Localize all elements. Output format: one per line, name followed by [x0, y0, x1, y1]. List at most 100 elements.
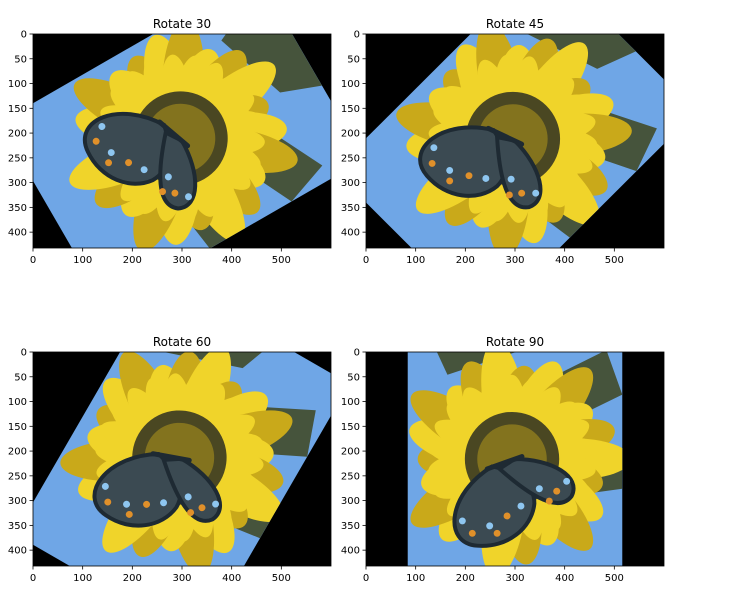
wing-spot [430, 144, 438, 152]
wing-spot [125, 510, 133, 518]
wing-spot [101, 482, 109, 490]
x-tick-label: 500 [272, 255, 291, 266]
x-tick-label: 500 [272, 573, 291, 584]
y-tick-label: 0 [354, 348, 360, 359]
y-tick-label: 300 [8, 178, 27, 189]
x-tick-label: 300 [505, 255, 524, 266]
x-tick-label: 100 [73, 573, 92, 584]
wing-spot [92, 137, 100, 145]
wing-spot [468, 529, 476, 537]
y-tick-label: 50 [347, 54, 360, 65]
y-tick-label: 250 [8, 471, 27, 482]
wing-spot [107, 149, 115, 157]
y-tick-label: 50 [14, 54, 27, 65]
rotated-image [366, 34, 664, 248]
y-tick-label: 250 [341, 153, 360, 164]
rotated-image [33, 352, 331, 566]
butterfly [418, 125, 543, 210]
wing-spot [212, 500, 220, 508]
butterfly-wing [494, 134, 543, 210]
y-tick-label: 50 [14, 372, 27, 383]
y-tick-label: 150 [341, 422, 360, 433]
x-tick-label: 100 [73, 255, 92, 266]
subplot-3: Rotate 60 0 50 100 150 200 250 300 350 400 0 100 200… [8, 335, 332, 584]
x-tick-label: 400 [222, 255, 241, 266]
x-tick-label: 0 [363, 255, 369, 266]
y-tick-label: 0 [21, 30, 27, 41]
subplot-1: Rotate 30 0 50 100 150 200 250 300 350 400 0 100 200… [8, 17, 332, 266]
wing-spot [518, 189, 526, 197]
wing-spot [171, 189, 179, 197]
wing-spot [458, 517, 466, 525]
wing-spot [184, 493, 192, 501]
wing-spot [428, 159, 436, 167]
y-tick-label: 350 [8, 521, 27, 532]
wing-spot [563, 477, 571, 485]
rotated-image [407, 352, 623, 566]
y-tick-label: 400 [341, 228, 360, 239]
wing-spot [160, 499, 168, 507]
y-tick-label: 300 [341, 178, 360, 189]
wing-spot [123, 500, 131, 508]
butterfly [92, 451, 222, 528]
wing-spot [140, 166, 148, 174]
wing-spot [187, 509, 195, 517]
y-tick-label: 200 [8, 129, 27, 140]
wing-spot [507, 175, 515, 183]
y-tick-label: 350 [8, 203, 27, 214]
y-tick-label: 250 [8, 153, 27, 164]
wing-spot [159, 188, 167, 196]
leaf-shape [221, 34, 322, 93]
wing-spot [125, 159, 133, 167]
y-tick-label: 150 [8, 422, 27, 433]
subplot-title: Rotate 60 [153, 335, 211, 349]
y-tick-label: 100 [341, 79, 360, 90]
y-tick-label: 200 [8, 447, 27, 458]
y-tick-label: 200 [341, 129, 360, 140]
y-tick-label: 0 [21, 348, 27, 359]
wing-spot [164, 173, 172, 181]
wing-spot [532, 189, 540, 197]
image-area [366, 34, 664, 248]
wing-spot [535, 485, 543, 493]
x-tick-label: 300 [172, 255, 191, 266]
y-tick-label: 400 [341, 546, 360, 557]
y-tick-label: 150 [341, 104, 360, 115]
wing-spot [545, 497, 553, 505]
y-tick-label: 0 [354, 30, 360, 41]
butterfly-wing [158, 129, 198, 211]
wing-spot [446, 177, 454, 185]
x-tick-label: 500 [605, 255, 624, 266]
y-tick-label: 200 [341, 447, 360, 458]
wing-spot [517, 502, 525, 510]
x-tick-label: 200 [456, 573, 475, 584]
y-tick-label: 100 [341, 397, 360, 408]
x-tick-label: 200 [123, 255, 142, 266]
wing-spot [486, 522, 494, 530]
x-tick-label: 400 [555, 255, 574, 266]
y-tick-label: 250 [341, 471, 360, 482]
subplot-4: Rotate 90 0 50 100 150 200 250 300 350 400 0 100 200… [341, 335, 665, 584]
x-tick-label: 300 [172, 573, 191, 584]
wing-spot [105, 159, 113, 167]
y-tick-label: 50 [347, 372, 360, 383]
x-tick-label: 100 [406, 573, 425, 584]
butterfly-body [150, 451, 192, 463]
wing-spot [98, 123, 106, 130]
x-tick-label: 400 [222, 573, 241, 584]
wing-spot [465, 172, 473, 180]
butterfly-body [485, 125, 525, 147]
butterfly [452, 454, 576, 548]
subplot-2: Rotate 45 0 50 100 150 200 250 300 350 400 0 100 200… [341, 17, 665, 266]
image-area [33, 34, 331, 248]
x-tick-label: 100 [406, 255, 425, 266]
y-tick-label: 350 [341, 203, 360, 214]
x-tick-label: 500 [605, 573, 624, 584]
butterfly-wing [161, 456, 222, 523]
wing-spot [198, 504, 206, 512]
wing-spot [482, 175, 490, 182]
y-tick-label: 400 [8, 546, 27, 557]
wing-spot [184, 193, 192, 201]
